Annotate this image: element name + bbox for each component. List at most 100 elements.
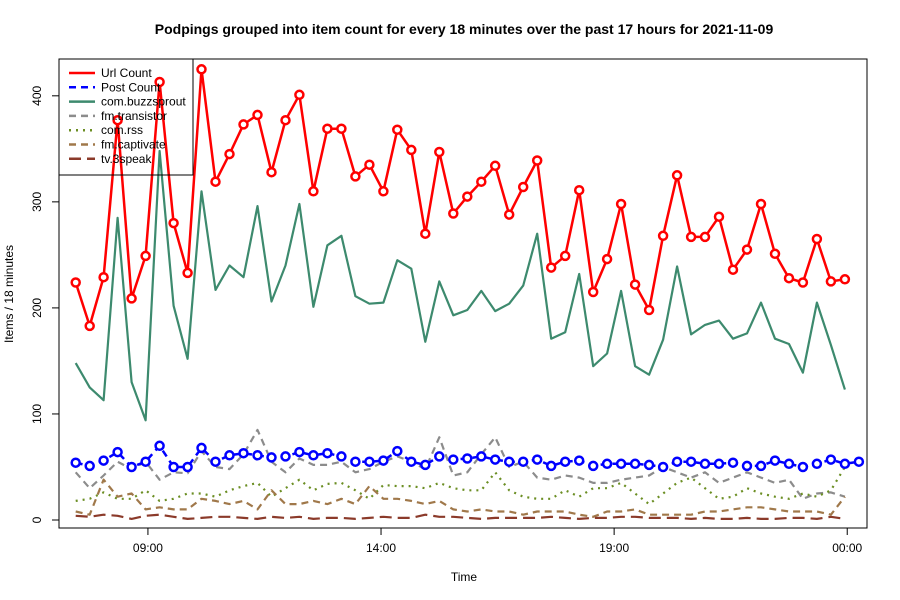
data-point xyxy=(797,277,809,288)
y-tick-label: 100 xyxy=(30,404,44,424)
data-point xyxy=(476,176,487,187)
legend-label: com.buzzsprout xyxy=(101,95,186,109)
data-point xyxy=(392,124,403,135)
legend-label: fm.transistor xyxy=(101,109,167,123)
data-point xyxy=(587,460,599,472)
data-point xyxy=(573,184,585,196)
data-point xyxy=(448,454,459,465)
data-point xyxy=(392,445,403,457)
data-point xyxy=(448,208,459,219)
data-point xyxy=(84,320,95,332)
series-com-buzzsprout xyxy=(74,149,846,422)
data-point xyxy=(224,450,235,461)
data-point xyxy=(629,458,641,470)
data-point xyxy=(545,460,557,472)
data-point xyxy=(112,114,123,126)
x-tick-label: 19:00 xyxy=(599,541,629,555)
data-point xyxy=(378,186,389,197)
data-point xyxy=(489,160,501,172)
x-tick-label: 00:00 xyxy=(832,541,862,555)
series-tv-3speak xyxy=(75,513,846,521)
data-point xyxy=(266,166,277,178)
data-point xyxy=(797,461,809,473)
chart-title: Podpings grouped into item count for eve… xyxy=(155,21,774,37)
series-post-count xyxy=(70,440,865,473)
data-point xyxy=(629,279,641,290)
data-point xyxy=(769,455,781,466)
data-point xyxy=(294,89,305,101)
data-point xyxy=(182,461,193,473)
data-point xyxy=(545,262,557,273)
data-point xyxy=(126,461,137,473)
data-point xyxy=(559,456,571,467)
legend-label: tv.3speak xyxy=(101,152,152,166)
data-point xyxy=(713,458,725,470)
series-layer xyxy=(70,64,865,521)
data-point xyxy=(406,144,417,156)
y-axis-label: Items / 18 minutes xyxy=(2,245,16,343)
data-point xyxy=(434,146,445,158)
data-point xyxy=(853,456,865,467)
data-point xyxy=(350,171,361,182)
data-point xyxy=(182,267,193,279)
x-axis: 09:00 14:00 19:00 00:00 xyxy=(133,527,863,555)
data-point xyxy=(517,181,529,193)
series-url-count xyxy=(70,64,851,332)
data-point xyxy=(378,455,389,466)
data-point xyxy=(741,460,753,472)
series-fm-captivate xyxy=(75,478,846,518)
data-point xyxy=(308,450,319,461)
data-point xyxy=(238,447,249,459)
legend-label: Url Count xyxy=(101,66,152,80)
data-point xyxy=(685,231,697,243)
data-point xyxy=(140,456,151,467)
series-line xyxy=(74,428,846,500)
x-axis-label: Time xyxy=(451,570,478,584)
data-point xyxy=(601,253,613,265)
data-point xyxy=(462,191,473,202)
data-point xyxy=(476,451,487,462)
data-point xyxy=(70,277,81,288)
data-point xyxy=(210,176,221,187)
series-line xyxy=(75,478,846,518)
y-tick-label: 300 xyxy=(30,192,44,212)
data-point xyxy=(420,459,431,471)
data-point xyxy=(713,211,725,222)
data-point xyxy=(308,186,319,197)
data-point xyxy=(280,451,291,462)
data-point xyxy=(98,455,109,466)
data-point xyxy=(322,123,333,134)
data-point xyxy=(811,233,823,245)
data-point xyxy=(112,446,123,458)
data-point xyxy=(364,159,375,170)
data-point xyxy=(587,286,599,298)
series-line xyxy=(75,466,846,506)
data-point xyxy=(154,440,165,452)
data-point xyxy=(406,456,417,467)
data-point xyxy=(238,119,249,130)
data-point xyxy=(685,456,697,467)
y-tick-label: 200 xyxy=(30,298,44,318)
data-point xyxy=(84,460,95,472)
data-point xyxy=(741,244,753,255)
data-point xyxy=(336,123,347,134)
data-point xyxy=(126,293,137,304)
y-tick-label: 0 xyxy=(30,516,44,523)
data-point xyxy=(280,114,291,126)
data-point xyxy=(434,451,445,462)
series-com-rss xyxy=(75,466,846,506)
y-axis: 0 100 200 300 400 xyxy=(30,85,60,523)
data-point xyxy=(699,458,711,470)
data-point xyxy=(727,264,739,275)
data-point xyxy=(266,452,277,463)
data-point xyxy=(727,457,739,468)
data-point xyxy=(559,250,571,262)
data-point xyxy=(294,446,305,458)
data-point xyxy=(657,230,669,242)
data-point xyxy=(252,109,263,121)
x-tick-label: 09:00 xyxy=(133,541,163,555)
data-point xyxy=(168,217,179,229)
data-point xyxy=(210,456,221,467)
